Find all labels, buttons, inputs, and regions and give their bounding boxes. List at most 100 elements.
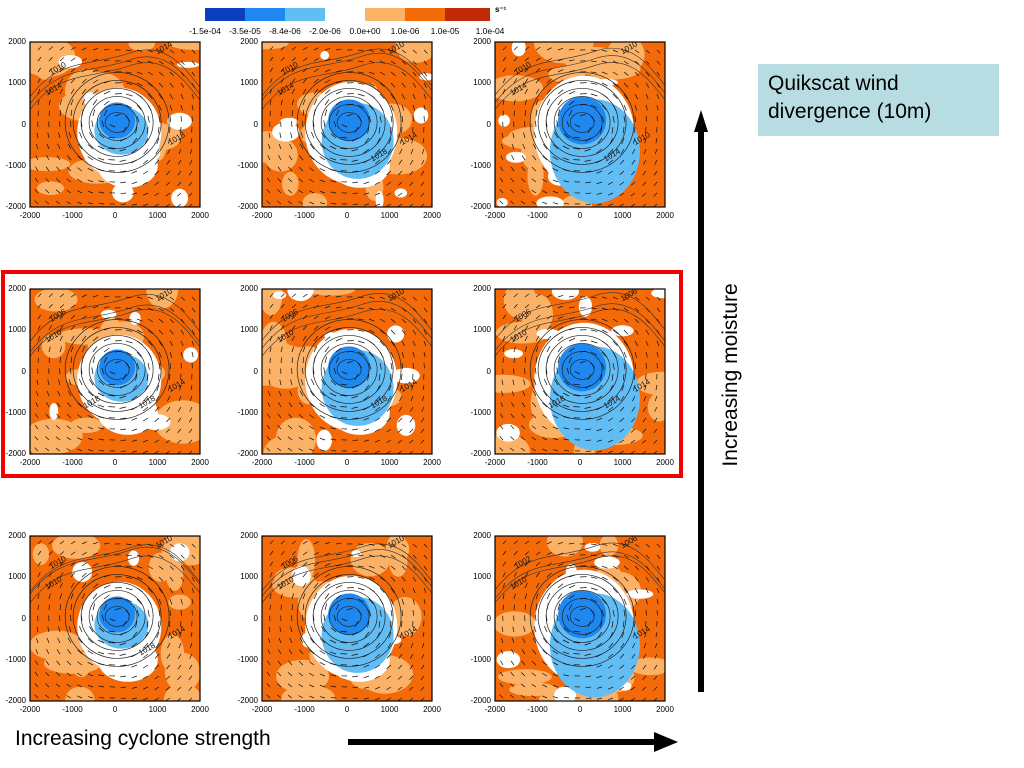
wind-vector xyxy=(410,148,414,155)
wind-vector xyxy=(122,620,127,627)
wind-vector xyxy=(421,148,425,155)
wind-vector xyxy=(143,450,149,454)
wind-vector xyxy=(420,675,425,681)
wind-vector xyxy=(156,384,160,392)
wind-vector xyxy=(313,325,319,331)
wind-vector xyxy=(302,582,307,589)
wind-vector xyxy=(103,356,108,364)
x-tick-label: -2000 xyxy=(19,211,41,220)
wind-vector xyxy=(412,351,415,358)
wind-vector xyxy=(502,303,507,309)
wind-vector xyxy=(280,335,284,342)
wind-vector xyxy=(267,402,271,408)
y-tick-label: -2000 xyxy=(5,202,26,211)
wind-vector xyxy=(103,306,110,309)
wind-vector xyxy=(59,99,63,106)
wind-vector xyxy=(368,587,375,593)
wind-vector xyxy=(147,340,153,346)
wind-vector xyxy=(335,603,340,611)
wind-vector xyxy=(191,565,196,571)
wind-vector xyxy=(619,697,625,701)
wind-vector xyxy=(147,609,150,617)
wind-vector xyxy=(48,46,53,51)
wind-vector xyxy=(552,391,559,397)
wind-vector xyxy=(313,572,319,578)
x-tick-label: 1000 xyxy=(148,705,167,714)
wind-vector xyxy=(590,318,598,321)
x-tick-label: 0 xyxy=(112,211,118,220)
wind-vector xyxy=(401,609,404,616)
wind-vector xyxy=(634,71,639,77)
wind-vector xyxy=(557,563,564,567)
wind-vector xyxy=(180,296,185,301)
wind-vector xyxy=(398,159,403,165)
wind-vector xyxy=(546,356,549,364)
wind-vector xyxy=(601,587,608,593)
colorbar-swatch xyxy=(365,8,405,21)
wind-vector xyxy=(568,317,575,320)
wind-vector xyxy=(97,157,105,161)
wind-vector xyxy=(346,597,354,600)
wind-vector xyxy=(279,132,282,139)
wind-vector xyxy=(351,406,359,409)
wind-vector xyxy=(70,109,73,117)
wind-vector xyxy=(144,137,149,145)
wind-vector xyxy=(645,93,649,100)
wind-vector xyxy=(48,325,52,331)
neutral-patch xyxy=(171,188,189,207)
wind-vector xyxy=(409,439,414,444)
wind-vector xyxy=(499,200,504,205)
weak-divergence-patch xyxy=(164,652,200,693)
wind-vector xyxy=(608,395,614,402)
wind-vector xyxy=(70,335,75,342)
wind-vector xyxy=(601,318,608,322)
wind-vector xyxy=(656,329,660,335)
wind-vector xyxy=(499,424,504,430)
wind-vector xyxy=(386,664,392,669)
wind-vector xyxy=(119,642,127,646)
wind-vector xyxy=(136,296,143,299)
wind-vector xyxy=(645,554,650,559)
wind-vector xyxy=(92,563,99,567)
wind-vector xyxy=(423,340,427,347)
wind-vector xyxy=(287,683,293,688)
wind-vector xyxy=(131,428,138,432)
neutral-patch xyxy=(584,542,601,552)
title-box: Quikscat wind divergence (10m) xyxy=(758,64,999,136)
wind-vector xyxy=(412,49,417,54)
plot-frame xyxy=(29,288,201,455)
wind-vector xyxy=(191,576,195,582)
wind-vector xyxy=(544,131,548,139)
wind-vector xyxy=(77,178,83,183)
wind-vector xyxy=(324,58,331,62)
wind-vector xyxy=(59,572,64,578)
wind-vector xyxy=(631,159,636,165)
wind-vector xyxy=(55,425,61,430)
wind-vector xyxy=(330,202,337,205)
wind-vector xyxy=(167,148,171,155)
wind-vector xyxy=(98,427,105,430)
isobar-contour xyxy=(30,546,200,595)
wind-vector xyxy=(585,675,592,678)
wind-vector xyxy=(420,192,425,197)
wind-vector xyxy=(563,438,570,441)
wind-vector xyxy=(656,587,660,594)
wind-vector xyxy=(535,120,537,128)
wind-vector xyxy=(114,587,122,589)
wind-vector xyxy=(191,49,196,54)
wind-vector xyxy=(154,428,160,433)
wind-vector xyxy=(329,404,337,408)
neutral-patch xyxy=(100,309,117,319)
wind-vector xyxy=(87,391,94,397)
y-tick-label: -1000 xyxy=(5,407,26,417)
wind-vector xyxy=(191,60,196,66)
wind-vector xyxy=(587,126,592,133)
wind-vector xyxy=(513,346,516,353)
wind-vector xyxy=(557,316,564,320)
wind-vector xyxy=(291,110,293,117)
wind-vector xyxy=(266,671,271,677)
wind-vector xyxy=(645,543,650,548)
wind-vector xyxy=(351,159,359,162)
wind-vector xyxy=(656,49,661,54)
wind-vector xyxy=(114,93,122,95)
